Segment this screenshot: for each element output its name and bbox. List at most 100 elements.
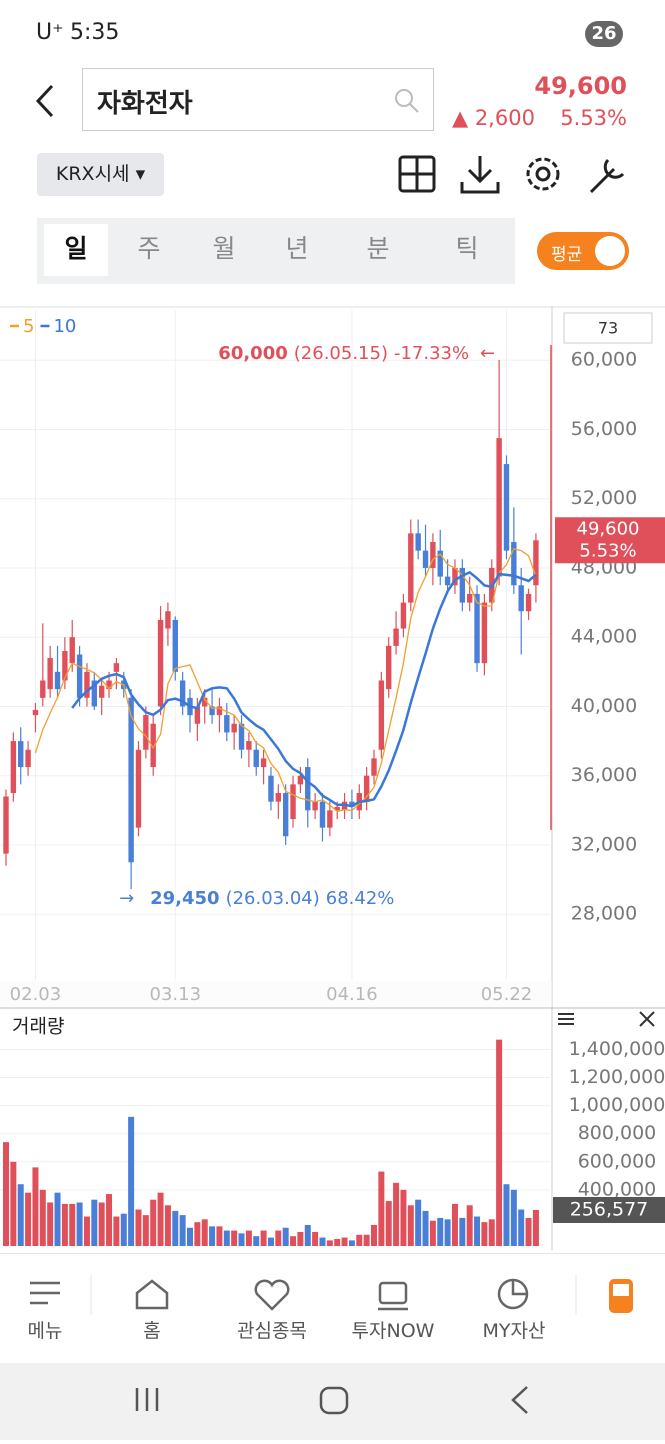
volume-bar <box>25 1192 32 1246</box>
candle-body <box>76 654 83 698</box>
candle-body <box>327 810 333 828</box>
volume-tick-label: 1,000,000 <box>569 1094 665 1116</box>
bottom-nav <box>0 1253 665 1364</box>
tab[interactable]: 분 <box>366 234 390 263</box>
volume-bar <box>245 1230 252 1246</box>
candle-body <box>91 680 98 707</box>
volume-bar <box>525 1217 532 1246</box>
candle-body <box>128 697 134 863</box>
y-tick-label: 40,000 <box>571 695 637 717</box>
volume-bar <box>164 1205 171 1246</box>
volume-bar <box>466 1205 473 1246</box>
market-dropdown[interactable]: KRX시세 ▾ <box>37 153 164 196</box>
volume-bar <box>422 1210 429 1246</box>
volume-close[interactable] <box>639 1011 655 1027</box>
volume-bar <box>407 1205 414 1246</box>
y-tick-label: 56,000 <box>571 418 637 440</box>
volume-bar <box>474 1216 481 1246</box>
volume-bar <box>106 1194 113 1246</box>
back-button[interactable] <box>30 82 60 120</box>
volume-bar <box>187 1227 193 1246</box>
candle-body <box>202 697 208 707</box>
volume-menu[interactable] <box>558 1013 574 1025</box>
volume-bar <box>54 1192 61 1246</box>
tab[interactable]: 년 <box>285 234 309 263</box>
moving-average-line <box>71 570 537 808</box>
active-tab-bg <box>44 224 108 276</box>
candle-body <box>47 657 53 690</box>
nav-item[interactable]: MY자산 <box>482 1320 546 1342</box>
candle-body <box>10 741 17 794</box>
download-icon[interactable] <box>460 156 500 194</box>
volume-bar <box>371 1224 377 1246</box>
nav-item[interactable]: 투자NOW <box>351 1320 435 1342</box>
volume-bar <box>481 1222 488 1246</box>
volume-bar <box>510 1189 517 1246</box>
candle-body <box>268 775 274 802</box>
volume-bar <box>253 1236 260 1246</box>
candle-body <box>69 637 75 664</box>
candle-body <box>106 680 112 690</box>
nav-item[interactable]: 홈 <box>143 1320 161 1342</box>
candle-body <box>525 593 532 612</box>
tool-icon[interactable] <box>589 158 625 194</box>
volume-bar <box>76 1202 83 1246</box>
layout-icon[interactable] <box>398 155 436 193</box>
candle-body <box>297 775 304 785</box>
volume-bar <box>319 1237 326 1246</box>
candle-body <box>157 619 164 707</box>
volume-bar <box>451 1203 458 1246</box>
y-tick-label: 52,000 <box>571 487 637 509</box>
y-tick-label: 32,000 <box>571 833 637 855</box>
high-pct: -17.33% <box>394 343 469 364</box>
volume-tick-label: 1,400,000 <box>569 1038 665 1060</box>
price-change: ▲ 2,600 <box>452 106 535 130</box>
candle-body <box>496 438 502 577</box>
candle-body <box>150 723 156 768</box>
clock: 5:35 <box>70 20 120 45</box>
nav-item[interactable]: 메뉴 <box>27 1320 63 1342</box>
volume-bar <box>378 1171 385 1246</box>
candle-body <box>319 801 326 828</box>
volume-bar <box>216 1226 223 1246</box>
volume-bar <box>135 1209 142 1246</box>
high-annotation: 60,000 (26.05.15) -17.33% <box>218 343 469 364</box>
search-box[interactable]: 자화전자 <box>82 68 434 131</box>
volume-tick-label: 400,000 <box>578 1178 657 1200</box>
volume-bar <box>297 1231 304 1246</box>
candle-body <box>466 593 473 603</box>
candle-body <box>408 533 414 603</box>
candle-body <box>371 758 377 776</box>
volume-tick-label: 600,000 <box>578 1150 657 1172</box>
volume-bar <box>209 1226 216 1246</box>
volume-bar <box>17 1184 24 1246</box>
candle-body <box>253 749 259 768</box>
nav-item[interactable]: 관심종목 <box>237 1320 307 1342</box>
candle-body <box>474 593 480 664</box>
volume-last-tag <box>553 1196 665 1223</box>
search-icon <box>395 89 419 113</box>
tab[interactable]: 월 <box>212 234 236 263</box>
volume-bar <box>120 1213 127 1246</box>
settings-icon[interactable] <box>526 157 560 191</box>
volume-bar <box>356 1234 363 1246</box>
y-tick-label: 36,000 <box>571 764 637 786</box>
volume-bar <box>157 1192 164 1246</box>
x-axis-band <box>0 981 552 1007</box>
grid <box>0 310 552 980</box>
tab[interactable]: 틱 <box>455 234 479 263</box>
low-label: 29,450 <box>150 888 219 909</box>
tab[interactable]: 주 <box>137 234 161 263</box>
last-change: 5.53% <box>579 540 636 561</box>
candle-body <box>363 775 370 802</box>
candle-body <box>415 533 421 551</box>
candle-body <box>143 715 149 750</box>
tab[interactable]: 일 <box>64 234 88 263</box>
candle-body <box>246 741 252 750</box>
candle-body <box>18 741 24 768</box>
price-change-pct: 5.53% <box>560 106 627 130</box>
average-toggle[interactable]: 평균 <box>537 232 629 270</box>
volume-bar <box>290 1236 297 1246</box>
candle-body <box>25 749 31 768</box>
